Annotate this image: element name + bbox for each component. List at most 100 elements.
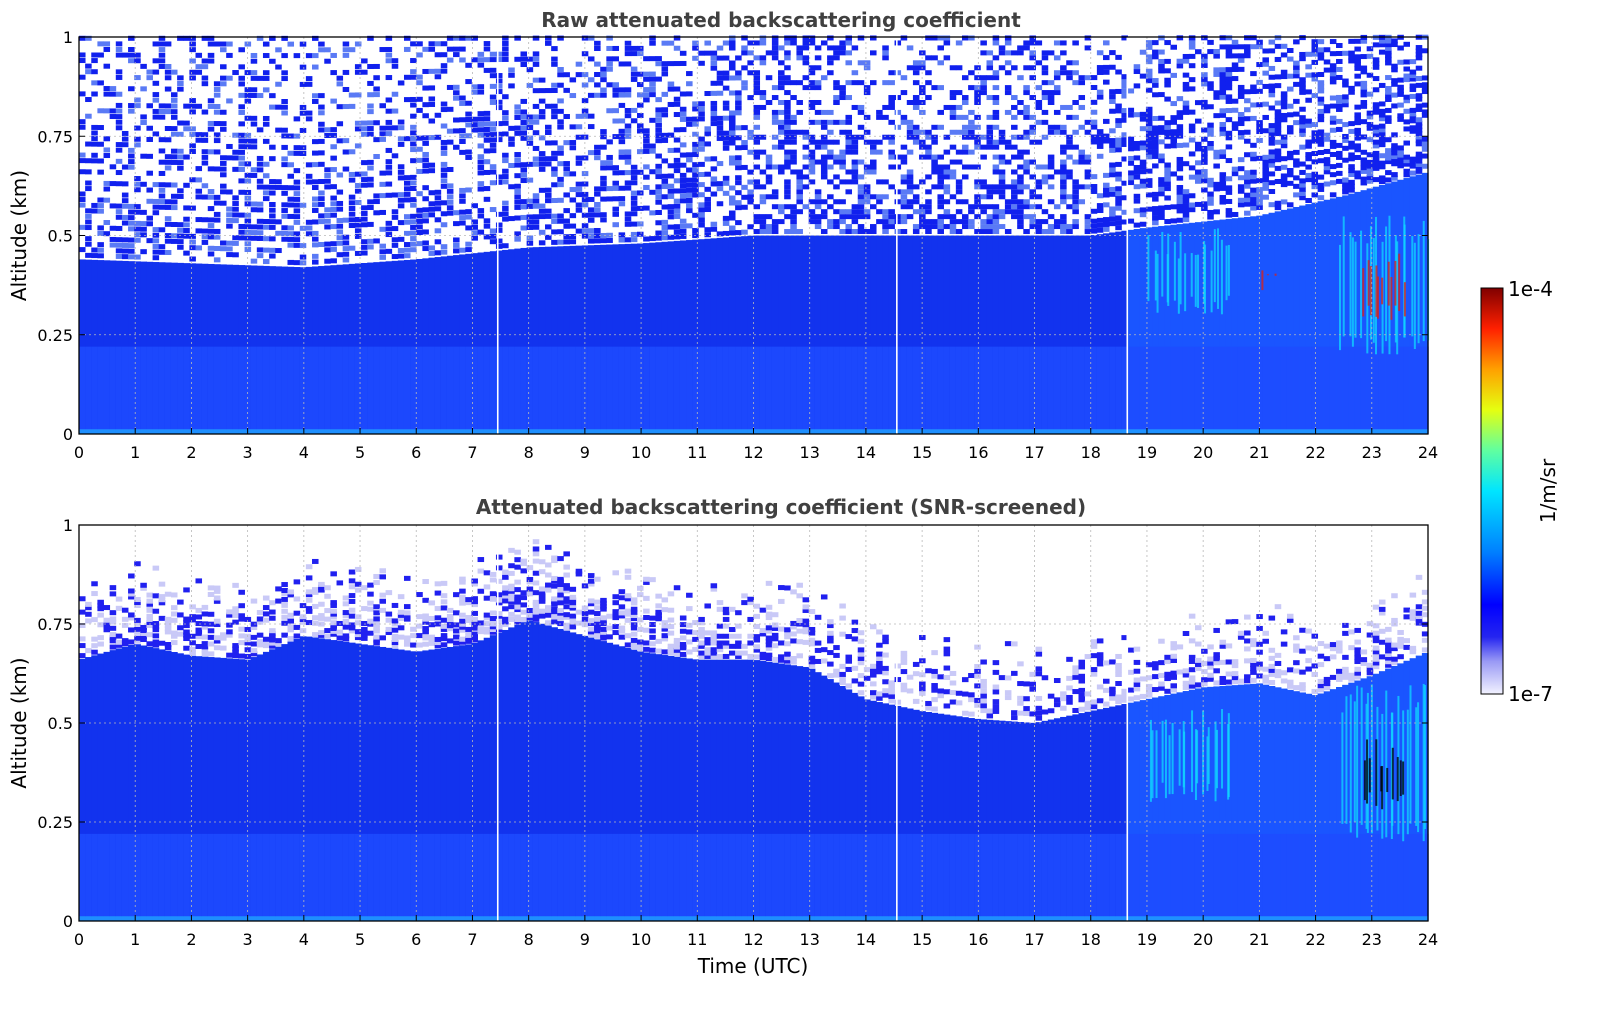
heatmap-cell [1250,84,1257,90]
heatmap-cell [471,578,478,584]
heatmap-cell [103,180,111,186]
heatmap-cell [1378,82,1386,88]
heatmap-cell [305,219,313,225]
heatmap-cell [403,638,411,644]
heatmap-cell [1415,82,1423,88]
heatmap-cell [557,119,564,125]
heatmap-cell [1182,346,1190,434]
heatmap-cell [324,346,332,434]
heatmap-cell [1244,35,1251,41]
heatmap-cell [1103,172,1110,178]
heatmap-cell [753,75,761,81]
heatmap-cell [765,174,773,180]
heatmap-cell [207,833,215,921]
heatmap-cell [784,139,791,145]
heatmap-cell [784,75,791,81]
heatmap-cell [1053,75,1061,81]
heatmap-cell [857,184,865,190]
heatmap-cell [1213,163,1220,169]
heatmap-cell [495,227,503,233]
heatmap-cell [391,214,399,220]
heatmap-cell [526,119,534,125]
heatmap-cell [931,219,938,225]
heatmap-cell [1329,127,1337,133]
heatmap-cell [262,53,270,59]
heatmap-cell [189,69,196,75]
heatmap-cell [600,232,607,238]
heatmap-cell [446,106,454,112]
heatmap-cell [1096,193,1104,199]
heatmap-cell [612,222,619,228]
heatmap-cell [1145,192,1153,198]
heatmap-cell [1201,201,1208,207]
heatmap-cell [232,609,239,615]
feature-mark [1390,277,1393,320]
heatmap-cell [863,229,871,235]
heatmap-cell [1286,103,1294,109]
heatmap-cell [538,229,546,235]
heatmap-cell [201,154,209,160]
heatmap-cell [428,640,436,646]
heatmap-cell [1372,150,1380,156]
heatmap-cell [1139,116,1147,122]
heatmap-cell [679,127,687,133]
heatmap-cell [158,227,166,233]
heatmap-cell [318,584,325,590]
heatmap-cell [1017,219,1024,225]
heatmap-cell [299,145,307,151]
heatmap-cell [471,224,478,230]
heatmap-cell [305,575,313,581]
heatmap-cell [1293,158,1300,164]
heatmap-cell [1115,137,1122,143]
heatmap-cell [912,229,920,235]
heatmap-cell [367,120,374,126]
heatmap-cell [1115,231,1123,434]
heatmap-cell [1090,228,1098,234]
heatmap-cell [820,109,828,115]
heatmap-cell [177,165,184,171]
heatmap-cell [262,115,270,121]
heatmap-cell [1201,76,1208,82]
heatmap-cell [483,132,491,138]
heatmap-cell [269,201,276,207]
heatmap-cell [1360,103,1368,109]
heatmap-cell [1152,115,1159,121]
heatmap-cell [1188,63,1196,69]
heatmap-cell [1066,60,1073,66]
heatmap-cell [514,236,521,242]
heatmap-cell [1053,219,1061,225]
heatmap-cell [262,259,270,265]
heatmap-cell [115,114,123,120]
heatmap-cell [244,640,252,646]
heatmap-cell [943,40,951,46]
heatmap-cell [312,64,319,70]
heatmap-cell [232,195,239,201]
heatmap-cell [354,643,362,921]
heatmap-cell [483,110,491,116]
heatmap-cell [1415,117,1423,123]
heatmap-cell [1336,150,1343,156]
heatmap-cell [146,136,153,142]
heatmap-cell [385,220,393,226]
heatmap-cell [1348,54,1355,60]
heatmap-cell [1090,99,1098,105]
heatmap-cell [1115,176,1122,182]
heatmap-cell [1115,69,1122,75]
heatmap-cell [403,74,411,80]
heatmap-cell [281,110,288,116]
heatmap-cell [91,130,98,136]
heatmap-cell [508,136,515,142]
heatmap-cell [446,617,454,623]
heatmap-cell [391,226,399,232]
heatmap-cell [888,214,895,220]
heatmap-cell [1176,175,1184,181]
heatmap-cell [1201,159,1208,165]
heatmap-cell [716,135,724,141]
heatmap-cell [342,624,350,630]
heatmap-cell [373,622,380,628]
heatmap-cell [146,607,153,613]
heatmap-cell [1244,98,1251,104]
heatmap-cell [900,154,908,160]
heatmap-cell [440,150,448,156]
heatmap-cell [269,631,276,637]
